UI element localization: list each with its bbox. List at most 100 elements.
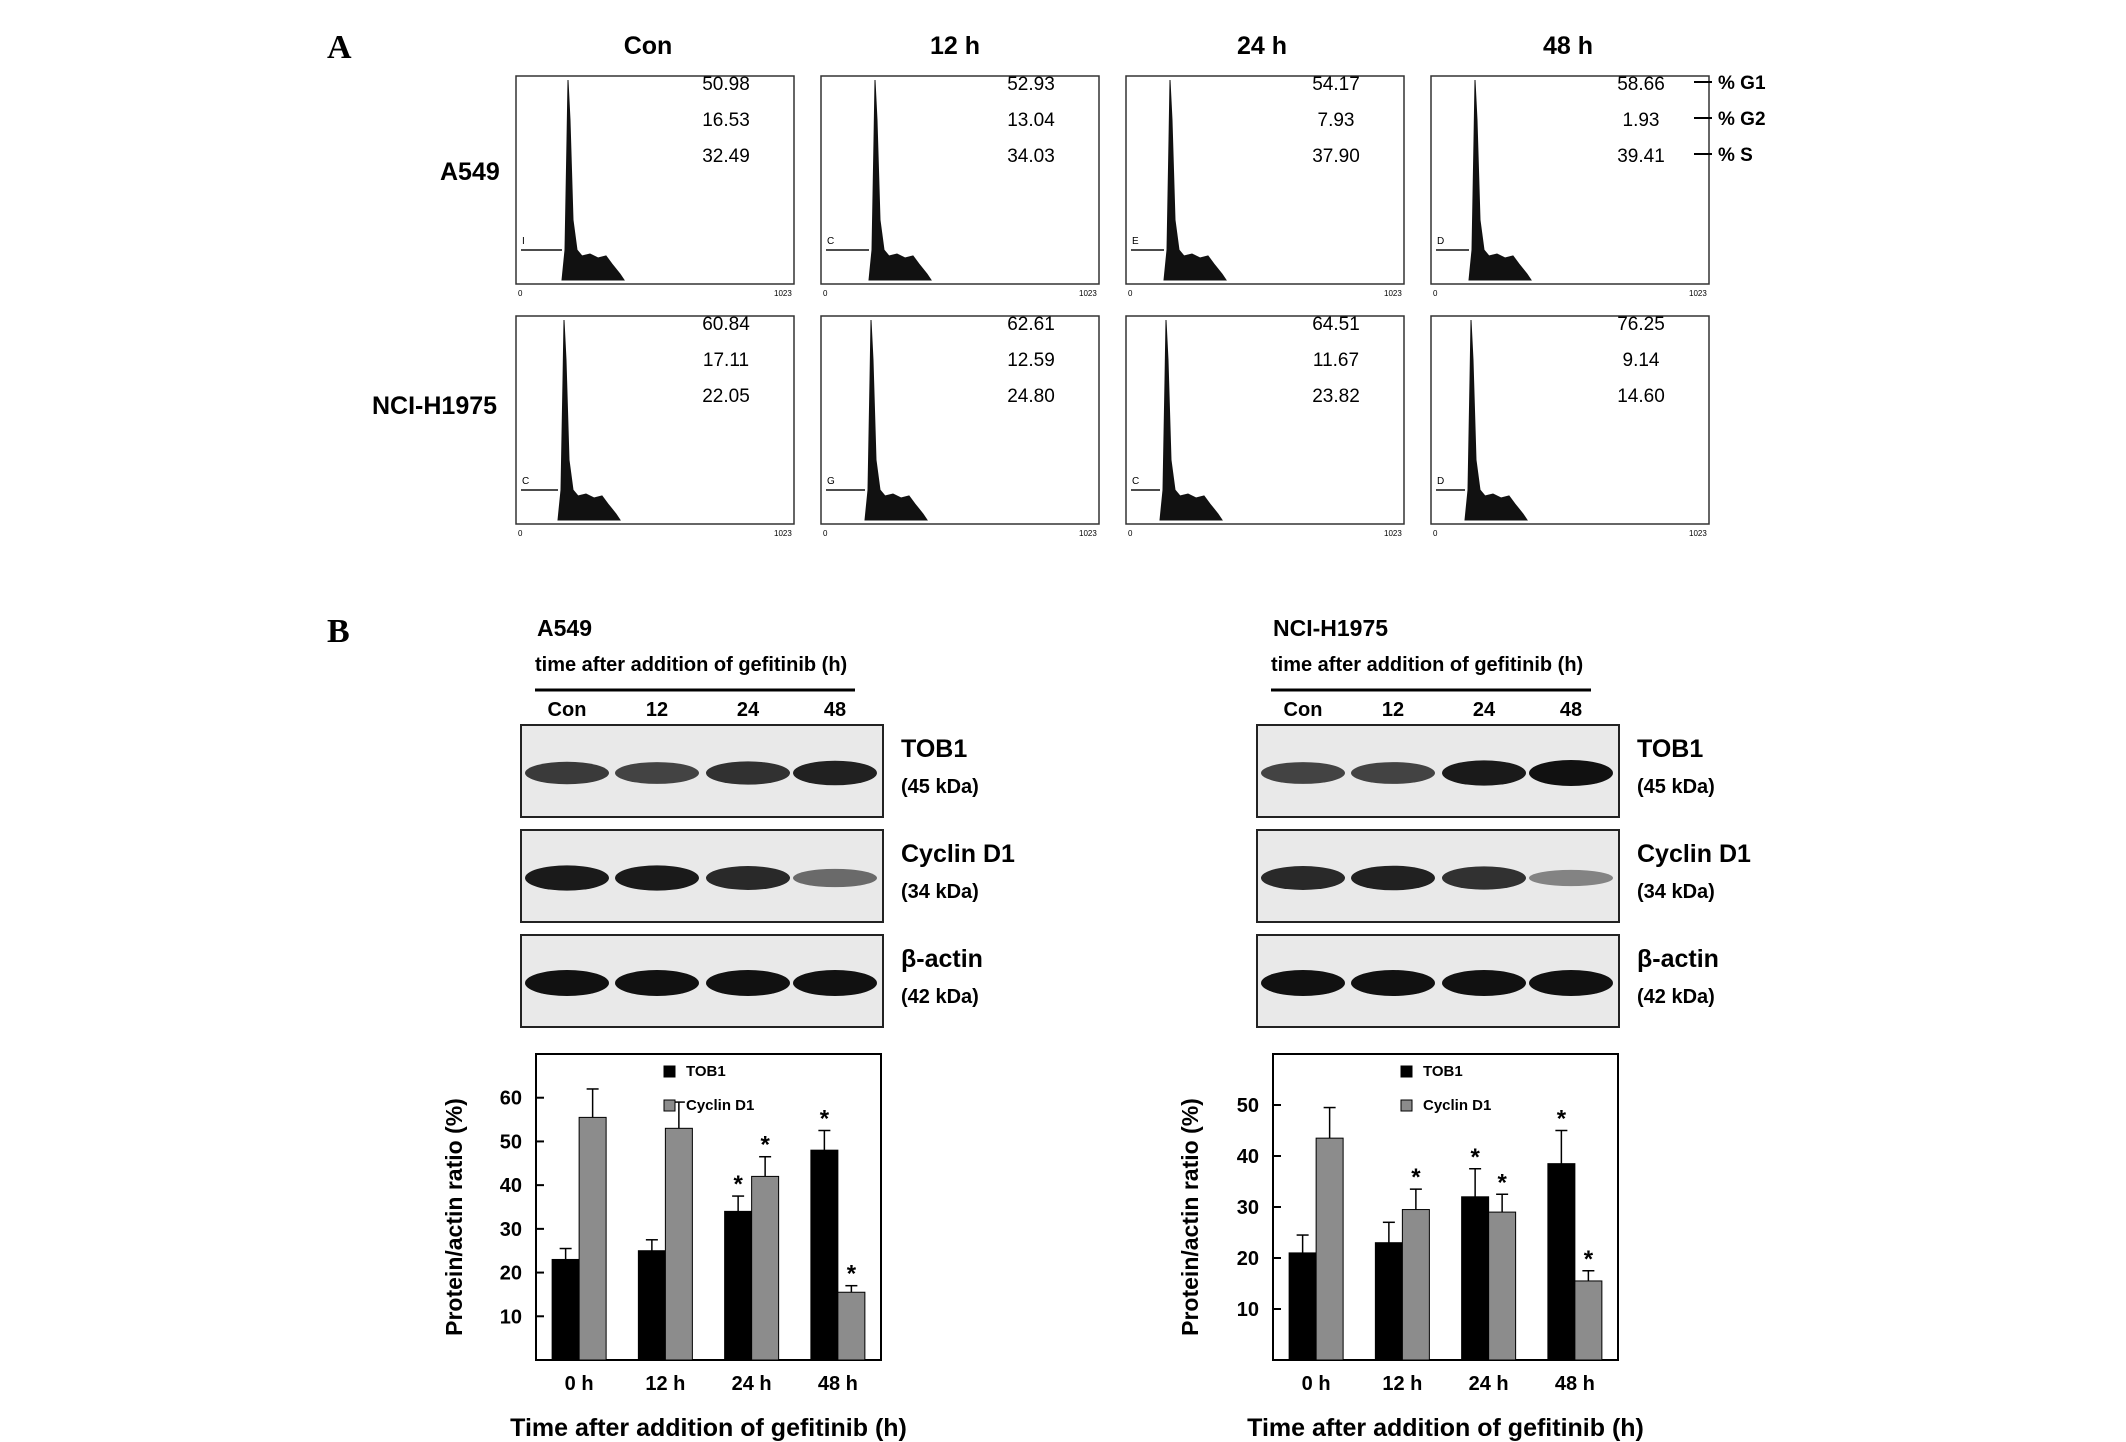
flow-histogram: C 0 1023 60.84 17.11 22.05 xyxy=(515,314,795,538)
protein-name: TOB1 xyxy=(901,735,967,763)
protein-band xyxy=(706,761,790,785)
axis-min-label: 0 xyxy=(823,529,828,538)
phase-percentage: 34.03 xyxy=(1007,146,1055,167)
x-tick-label: 0 h xyxy=(565,1373,594,1395)
protein-band xyxy=(1442,866,1526,890)
phase-percentage: 24.80 xyxy=(1007,386,1055,407)
dna-content-peak xyxy=(1159,319,1223,521)
protein-name: TOB1 xyxy=(1637,735,1703,763)
phase-labels: % G1 % G2 % S xyxy=(1694,73,1766,166)
y-tick-label: 20 xyxy=(500,1263,522,1285)
cell-line-label: NCI-H1975 xyxy=(1273,615,1388,641)
bar xyxy=(1374,1242,1403,1361)
bar xyxy=(578,1116,607,1361)
x-tick-label: 12 h xyxy=(1382,1373,1422,1395)
phase-percentage: 39.41 xyxy=(1617,146,1665,167)
gate-letter: D xyxy=(1437,236,1444,247)
lane-label: 24 xyxy=(737,699,760,721)
protein-band xyxy=(1261,970,1345,996)
bar-charts: 10 20 30 40 50 60 0 h 12 h 24 h * * 48 h * * TOB1 Cycli… xyxy=(441,1053,1644,1442)
bar xyxy=(551,1258,580,1361)
x-tick-label: 24 h xyxy=(1469,1373,1509,1395)
phase-label: % S xyxy=(1718,145,1753,166)
protein-kda: (34 kDa) xyxy=(1637,881,1715,903)
histogram-frame xyxy=(1430,315,1710,525)
phase-percentage: 13.04 xyxy=(1007,110,1055,131)
phase-percentage: 1.93 xyxy=(1623,110,1660,131)
flow-histogram: D 0 1023 58.66 1.93 39.41 xyxy=(1430,74,1710,298)
protein-band xyxy=(1529,760,1613,786)
protein-band xyxy=(1529,869,1613,887)
bar xyxy=(1574,1280,1603,1361)
y-tick-label: 10 xyxy=(500,1306,522,1328)
bar xyxy=(837,1291,866,1361)
significance-marker: * xyxy=(1584,1246,1594,1273)
bar xyxy=(1401,1209,1430,1361)
panel-b-letter: B xyxy=(327,613,350,650)
phase-percentage: 37.90 xyxy=(1312,146,1360,167)
axis-max-label: 1023 xyxy=(774,529,792,538)
x-tick-label: 0 h xyxy=(1302,1373,1331,1395)
y-tick-label: 30 xyxy=(1237,1197,1259,1219)
axis-max-label: 1023 xyxy=(1384,529,1402,538)
flow-histogram: G 0 1023 62.61 12.59 24.80 xyxy=(820,314,1100,538)
y-tick-label: 50 xyxy=(500,1131,522,1153)
bar xyxy=(724,1210,753,1361)
histogram-frame xyxy=(1125,75,1405,285)
gate-letter: C xyxy=(1132,476,1139,487)
gate-letter: G xyxy=(827,476,835,487)
lane-label: Con xyxy=(548,699,587,721)
row-label: A549 xyxy=(440,158,500,186)
phase-percentage: 54.17 xyxy=(1312,74,1360,95)
flow-histogram: C 0 1023 52.93 13.04 34.03 xyxy=(820,74,1100,298)
x-tick-label: 48 h xyxy=(1555,1373,1595,1395)
significance-marker: * xyxy=(733,1171,743,1198)
y-tick-label: 40 xyxy=(500,1175,522,1197)
axis-min-label: 0 xyxy=(1433,289,1438,298)
dna-content-peak xyxy=(561,79,625,281)
protein-kda: (45 kDa) xyxy=(1637,776,1715,798)
axis-max-label: 1023 xyxy=(1079,289,1097,298)
protein-band xyxy=(525,970,609,996)
y-tick-label: 50 xyxy=(1237,1095,1259,1117)
histogram-frame xyxy=(515,75,795,285)
protein-band xyxy=(793,868,877,888)
lane-label: 48 xyxy=(824,699,846,721)
significance-marker: * xyxy=(847,1261,857,1288)
bar xyxy=(664,1127,693,1361)
protein-band xyxy=(525,865,609,891)
legend-swatch xyxy=(1400,1099,1413,1112)
phase-percentage: 17.11 xyxy=(703,350,749,371)
dna-content-peak xyxy=(864,319,928,521)
protein-band xyxy=(706,866,790,890)
axis-min-label: 0 xyxy=(1433,529,1438,538)
dna-content-peak xyxy=(1464,319,1528,521)
panel-a-column-headers: Con 12 h 24 h 48 h xyxy=(624,32,1593,60)
bar xyxy=(1315,1137,1344,1361)
western-blot: A549 time after addition of gefitinib (h)… xyxy=(520,615,1015,1028)
protein-kda: (45 kDa) xyxy=(901,776,979,798)
axis-max-label: 1023 xyxy=(1689,529,1707,538)
legend-swatch xyxy=(1400,1065,1413,1078)
phase-percentage: 23.82 xyxy=(1312,386,1360,407)
phase-label: % G1 xyxy=(1718,73,1766,94)
phase-percentage: 22.05 xyxy=(702,386,750,407)
significance-marker: * xyxy=(1557,1106,1567,1133)
legend-label: Cyclin D1 xyxy=(686,1097,754,1114)
phase-percentage: 58.66 xyxy=(1617,74,1665,95)
histogram-frame xyxy=(820,75,1100,285)
lane-label: 24 xyxy=(1473,699,1496,721)
gate-letter: D xyxy=(1437,476,1444,487)
protein-band xyxy=(1261,866,1345,890)
legend-label: TOB1 xyxy=(1423,1063,1463,1080)
protein-band xyxy=(706,970,790,996)
protein-band xyxy=(525,761,609,785)
phase-label: % G2 xyxy=(1718,109,1766,130)
column-header: 24 h xyxy=(1237,32,1287,60)
gate-letter: C xyxy=(827,236,834,247)
bar xyxy=(1488,1211,1517,1361)
protein-band xyxy=(615,762,699,784)
protein-band xyxy=(1442,970,1526,996)
axis-min-label: 0 xyxy=(1128,289,1133,298)
